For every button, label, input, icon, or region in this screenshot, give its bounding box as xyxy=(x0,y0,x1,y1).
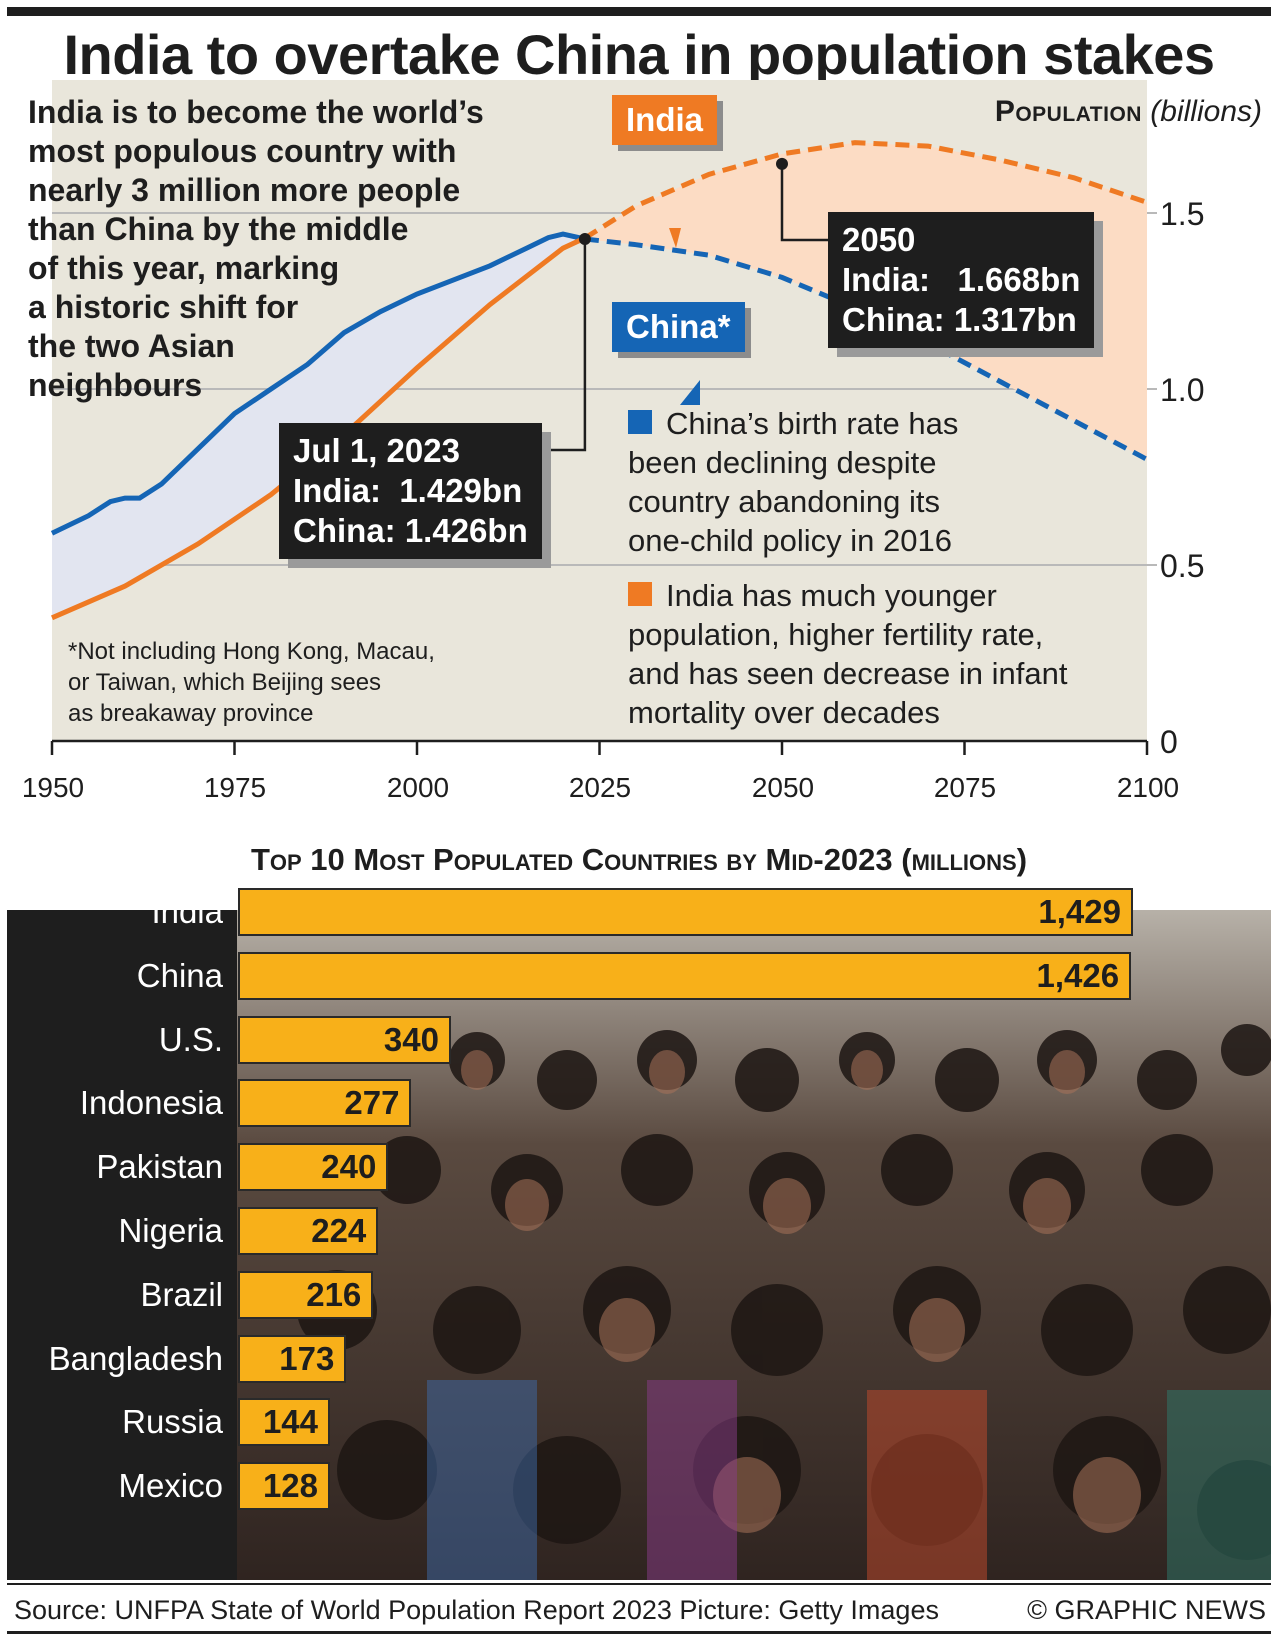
bar-category-label: Brazil xyxy=(140,1275,223,1313)
x-axis-ticks xyxy=(50,741,1149,755)
y-tick-label: 0.5 xyxy=(1160,548,1205,584)
india-callout: India xyxy=(612,95,718,145)
bar-china: 1,426 xyxy=(238,951,1132,1000)
bar-value-label: 1,426 xyxy=(1036,956,1120,994)
annotation-2050: 2050 India: 1.668bn China: 1.317bn xyxy=(828,212,1095,348)
bar-category-label: India xyxy=(151,893,223,930)
x-tick-label: 2075 xyxy=(933,772,997,803)
bar-category-label: Pakistan xyxy=(96,1148,223,1186)
india-callout-pointer xyxy=(669,228,681,248)
bar-category-label: Nigeria xyxy=(118,1212,223,1249)
bar-value-label: 173 xyxy=(279,1339,335,1377)
y-axis-title-unit: (billions) xyxy=(1150,95,1262,128)
leader-line-2050 xyxy=(780,163,828,242)
y-tick-label: 0 xyxy=(1160,724,1178,760)
y-tick-label: 1.0 xyxy=(1160,372,1205,408)
source-text: Source: UNFPA State of World Population … xyxy=(14,1595,939,1625)
bar-value-label: 340 xyxy=(383,1020,439,1058)
bar-bangladesh: 173 xyxy=(238,1334,347,1383)
bar-value-label: 224 xyxy=(311,1212,367,1249)
bar-mexico: 128 xyxy=(238,1462,330,1511)
china-projection-line xyxy=(584,236,1149,462)
y-tick-label: 1.5 xyxy=(1160,196,1205,232)
bar-indonesia: 277 xyxy=(238,1079,412,1128)
bar-category-label: Russia xyxy=(122,1403,223,1441)
bar-value-label: 144 xyxy=(262,1403,318,1441)
china-callout-pointer xyxy=(680,380,700,405)
bar-category-label: China xyxy=(136,956,223,994)
intro-text: India is to become the world’s most popu… xyxy=(28,94,484,403)
china-legend-square xyxy=(628,410,652,434)
page-title: India to overtake China in population st… xyxy=(63,23,1215,86)
china-note-text: China’s birth rate has been declining de… xyxy=(628,406,959,558)
leader-line-2023 xyxy=(550,239,587,452)
credit-text: © GRAPHIC NEWS xyxy=(1027,1595,1266,1625)
bar-brazil: 216 xyxy=(238,1270,374,1319)
x-tick-label: 2100 xyxy=(1116,772,1180,803)
footnote: *Not including Hong Kong, Macau, or Taiw… xyxy=(68,638,435,727)
x-tick-label: 1975 xyxy=(203,772,267,803)
bar-value-label: 1,429 xyxy=(1038,893,1121,930)
y-axis-title: Population (billions) xyxy=(995,92,1262,132)
x-tick-label: 1950 xyxy=(21,772,85,803)
bar-russia: 144 xyxy=(238,1398,330,1447)
china-note: China’s birth rate has been declining de… xyxy=(628,404,1188,560)
india-legend-square xyxy=(628,582,652,606)
china-callout: China* xyxy=(612,302,745,352)
bar-category-label: Bangladesh xyxy=(48,1339,223,1377)
x-tick-label: 2000 xyxy=(386,772,450,803)
x-tick-label: 2025 xyxy=(568,772,632,803)
marker-2050 xyxy=(776,157,788,170)
bar-value-label: 216 xyxy=(306,1275,362,1313)
bar-pakistan: 240 xyxy=(238,1143,389,1192)
india-projection-line xyxy=(583,140,1148,241)
india-note-text: India has much younger population, highe… xyxy=(628,578,1068,730)
bottom-rule xyxy=(7,1631,1271,1634)
china-series-line xyxy=(50,231,586,536)
marker-2023 xyxy=(578,233,591,246)
bar-india: 1,429 xyxy=(238,888,1133,936)
annotation-2023: Jul 1, 2023 India: 1.429bn China: 1.426b… xyxy=(279,423,542,559)
top-rule xyxy=(7,7,1271,16)
country-label-column xyxy=(7,910,237,1580)
india-note: India has much younger population, highe… xyxy=(628,576,1228,732)
bar-category-label: Mexico xyxy=(118,1467,223,1505)
bar-category-label: U.S. xyxy=(158,1020,223,1058)
bar-value-label: 240 xyxy=(321,1148,377,1186)
source-rule xyxy=(7,1583,1271,1585)
y-axis-title-main: Population xyxy=(994,95,1142,128)
bar-category-label: Indonesia xyxy=(79,1084,223,1122)
x-tick-label: 2050 xyxy=(751,772,815,803)
bar-nigeria: 224 xyxy=(238,1207,379,1255)
bar-value-label: 128 xyxy=(262,1467,318,1505)
bar-value-label: 277 xyxy=(344,1084,400,1122)
bar-u-s: 340 xyxy=(238,1015,451,1064)
bar-chart-title: Top 10 Most Populated Countries by Mid-2… xyxy=(250,842,1028,877)
